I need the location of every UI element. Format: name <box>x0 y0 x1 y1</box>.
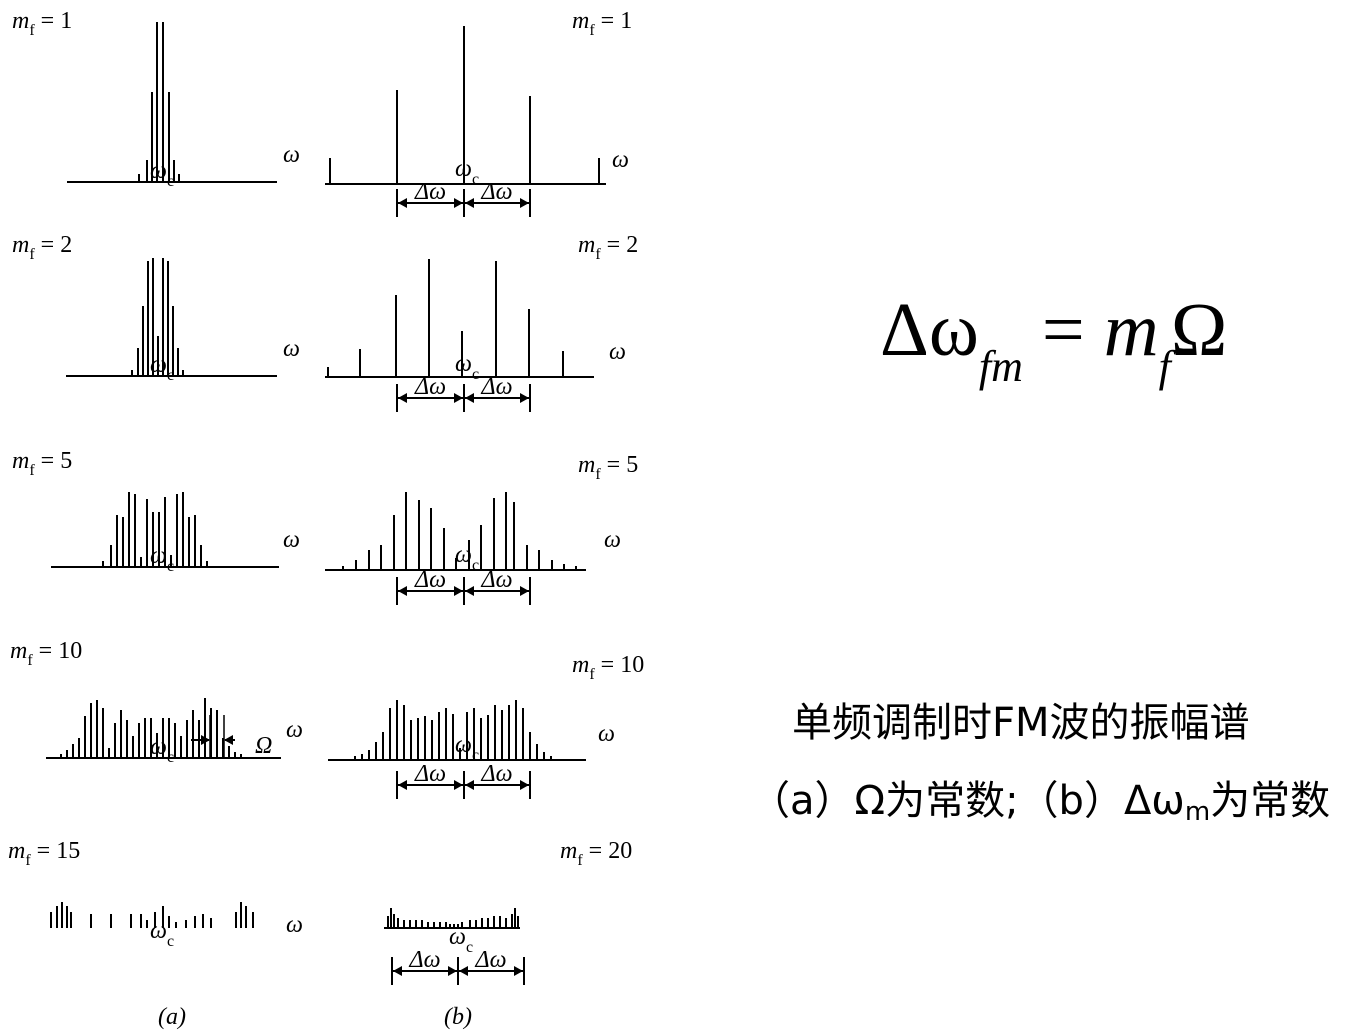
axis-label-a4: ω <box>286 717 303 743</box>
delta-dim-b1-arrow <box>520 198 529 208</box>
delta-dim-b4-arrow <box>520 780 529 790</box>
carrier-label-a1: ωc <box>150 158 174 190</box>
delta-dim-b2-arrow <box>465 393 474 403</box>
delta-dim-b3-arrow <box>454 586 463 596</box>
formula-omega: Ω <box>1170 288 1228 372</box>
delta-dim-b4-arrow <box>465 780 474 790</box>
spectrum-figure: mf = 1 ωc ω mf = 2 ωc ω mf = 5 ωc ω mf = 10 ωc Ωω mf… <box>8 8 644 1030</box>
panel-label-a: (a) <box>158 1004 186 1030</box>
formula-delta-omega: Δω <box>880 288 979 372</box>
carrier-label-a4: ωc <box>150 734 174 766</box>
caption-subtitle: （a）Ω为常数;（b）Δωm为常数 <box>750 768 1330 827</box>
carrier-label-b2: ωc <box>455 351 479 383</box>
omega-label-a4: Ω <box>255 733 272 759</box>
caption-subtitle-b: 为常数 <box>1210 778 1331 824</box>
omega-dim-arrow-a4 <box>224 735 233 745</box>
delta-dim-b2-label: Δω <box>480 374 512 400</box>
delta-dim-b3-arrow <box>520 586 529 596</box>
delta-dim-b4-label: Δω <box>414 761 446 787</box>
delta-dim-b5-arrow <box>459 966 468 976</box>
delta-dim-b3-label: Δω <box>480 567 512 593</box>
formula-lhs-sub: fm <box>978 342 1023 391</box>
mf-label-a3: mf = 5 <box>12 448 72 479</box>
panel-label-b: (b) <box>444 1004 472 1030</box>
delta-dim-b1-arrow <box>454 198 463 208</box>
delta-dim-b1-arrow <box>398 198 407 208</box>
axis-label-a2: ω <box>283 336 300 362</box>
caption-subtitle-sub: m <box>1184 797 1211 827</box>
mf-label-b2: mf = 2 <box>578 232 638 263</box>
axis-label-b4: ω <box>598 721 615 747</box>
delta-dim-b3-arrow <box>398 586 407 596</box>
delta-dim-b4-label: Δω <box>480 761 512 787</box>
formula-m-sub: f <box>1158 342 1171 391</box>
mf-label-b3: mf = 5 <box>578 452 638 483</box>
mf-label-b4: mf = 10 <box>572 652 644 683</box>
delta-dim-b2-arrow <box>398 393 407 403</box>
delta-dim-b2-label: Δω <box>414 374 446 400</box>
formula: Δωfm = mfΩ <box>880 292 1227 389</box>
axis-label-a5: ω <box>286 912 303 938</box>
delta-dim-b5-label: Δω <box>408 947 440 973</box>
delta-dim-b5-arrow <box>448 966 457 976</box>
mf-label-a4: mf = 10 <box>10 638 82 669</box>
formula-m: m <box>1103 288 1159 372</box>
axis-label-b2: ω <box>609 339 626 365</box>
carrier-label-b1: ωc <box>455 156 479 188</box>
caption-subtitle-a: （a）Ω为常数;（b）Δω <box>750 778 1185 824</box>
axis-label-a3: ω <box>283 527 300 553</box>
carrier-label-a2: ωc <box>150 352 174 384</box>
formula-equals: = <box>1041 288 1085 372</box>
mf-label-b1: mf = 1 <box>572 8 632 39</box>
delta-dim-b1-label: Δω <box>480 179 512 205</box>
delta-dim-b1-label: Δω <box>414 179 446 205</box>
mf-label-a2: mf = 2 <box>12 232 72 263</box>
carrier-label-b3: ωc <box>455 542 479 574</box>
delta-dim-b5-label: Δω <box>474 947 506 973</box>
carrier-label-b5: ωc <box>449 924 473 956</box>
delta-dim-b3-label: Δω <box>414 567 446 593</box>
delta-dim-b4-arrow <box>398 780 407 790</box>
delta-dim-b2-arrow <box>520 393 529 403</box>
carrier-label-a3: ωc <box>150 543 174 575</box>
delta-dim-b2-arrow <box>454 393 463 403</box>
delta-dim-b4-arrow <box>454 780 463 790</box>
axis-label-a1: ω <box>283 142 300 168</box>
carrier-label-a5: ωc <box>150 918 174 950</box>
mf-label-a5: mf = 15 <box>8 838 80 869</box>
axis-label-b1: ω <box>612 147 629 173</box>
omega-dim-arrow-a4 <box>201 735 210 745</box>
caption-title: 单频调制时FM波的振幅谱 <box>792 700 1250 746</box>
delta-dim-b3-arrow <box>465 586 474 596</box>
delta-dim-b5-arrow <box>514 966 523 976</box>
axis-label-b3: ω <box>604 527 621 553</box>
mf-label-a1: mf = 1 <box>12 8 72 39</box>
delta-dim-b5-arrow <box>393 966 402 976</box>
mf-label-b5: mf = 20 <box>560 838 632 869</box>
carrier-label-b4: ωc <box>455 732 479 764</box>
delta-dim-b1-arrow <box>465 198 474 208</box>
